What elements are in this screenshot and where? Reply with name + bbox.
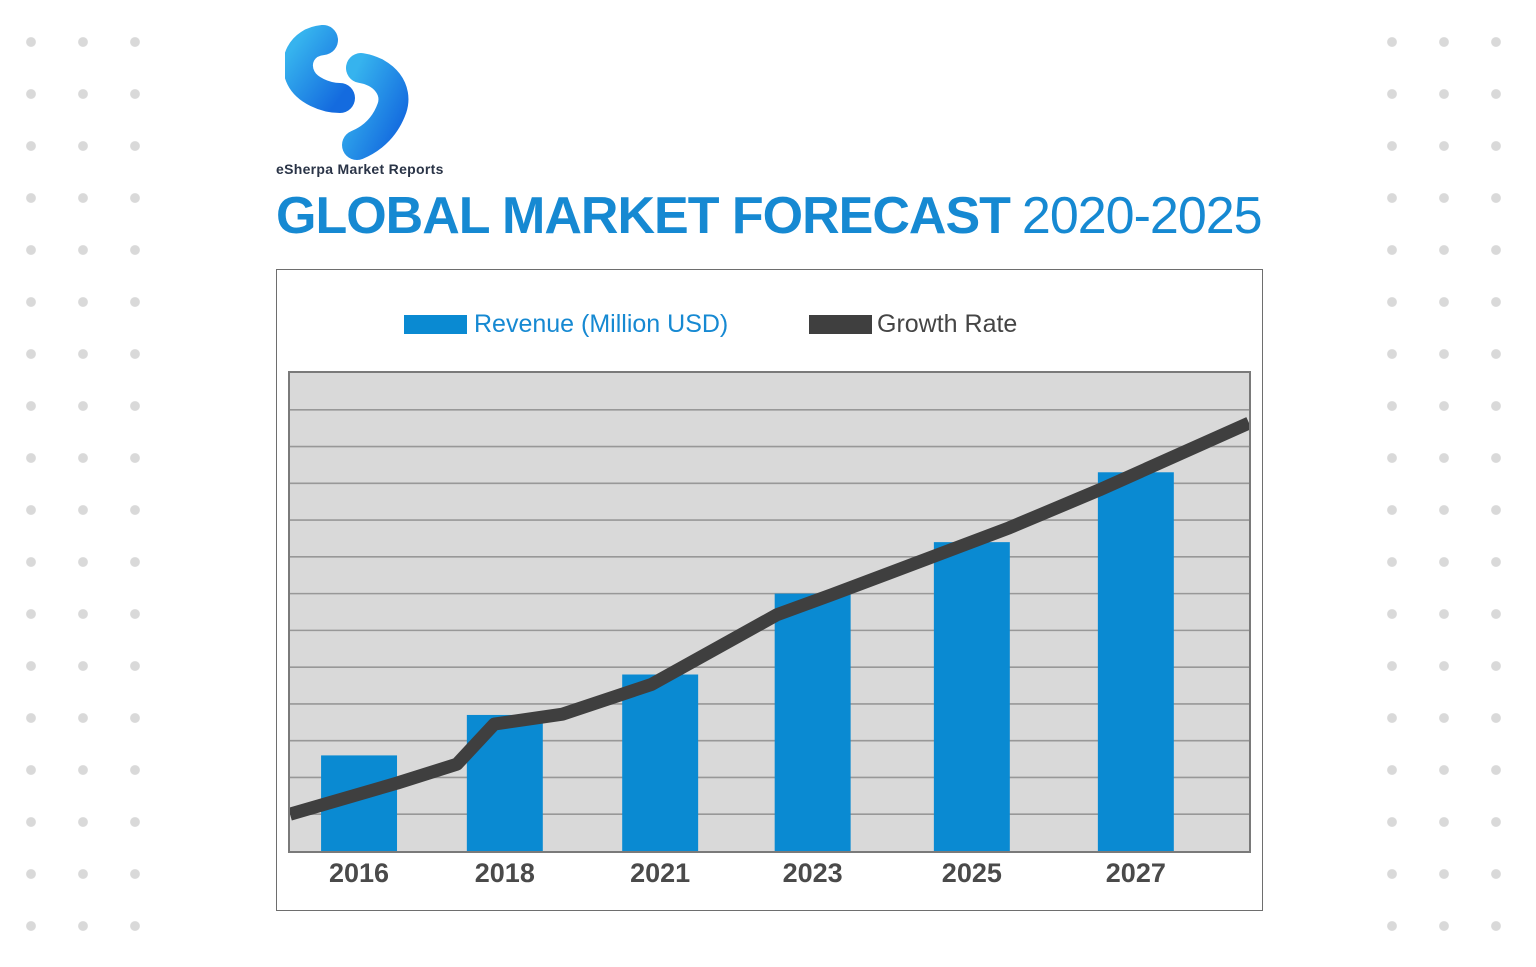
- x-axis-label-2023: 2023: [782, 858, 843, 888]
- chart-container: Revenue (Million USD) Growth Rate 2016 20…: [276, 269, 1263, 911]
- title-main: GLOBAL MARKET FORECAST: [276, 187, 1011, 245]
- logo-blob-top: [283, 25, 355, 113]
- title-years: 2020-2025: [1021, 187, 1263, 245]
- x-axis-label-2016: 2016: [329, 858, 390, 888]
- revenue-legend-label: Revenue (Million USD): [474, 310, 729, 338]
- x-axis-label-2021: 2021: [630, 858, 691, 888]
- logo-blob-bottom: [342, 53, 409, 160]
- plot-area: [288, 371, 1251, 853]
- revenue-bar-2027: [1097, 472, 1174, 851]
- growth-legend-label: Growth Rate: [877, 310, 1018, 338]
- brand-name: eSherpa Market Reports: [276, 161, 444, 177]
- revenue-legend-swatch: [404, 315, 467, 334]
- x-axis-label-2025: 2025: [941, 858, 1002, 888]
- esherpa-logo-icon: [283, 18, 415, 168]
- x-axis-label-2018: 2018: [474, 858, 535, 888]
- revenue-bar-2023: [774, 593, 851, 851]
- dot-grid-left: [5, 16, 161, 952]
- x-axis-label-2027: 2027: [1105, 858, 1166, 888]
- growth-rate-line: [290, 417, 1249, 821]
- growth-legend-swatch: [809, 315, 872, 334]
- dot-grid-right: [1366, 16, 1522, 952]
- x-axis: 2016 2018 2021 2023 2025 2027: [288, 858, 1251, 892]
- page-title: GLOBAL MARKET FORECAST 2020-2025: [276, 190, 1376, 242]
- revenue-bar-2021: [622, 674, 699, 851]
- revenue-bar-2025: [933, 542, 1010, 851]
